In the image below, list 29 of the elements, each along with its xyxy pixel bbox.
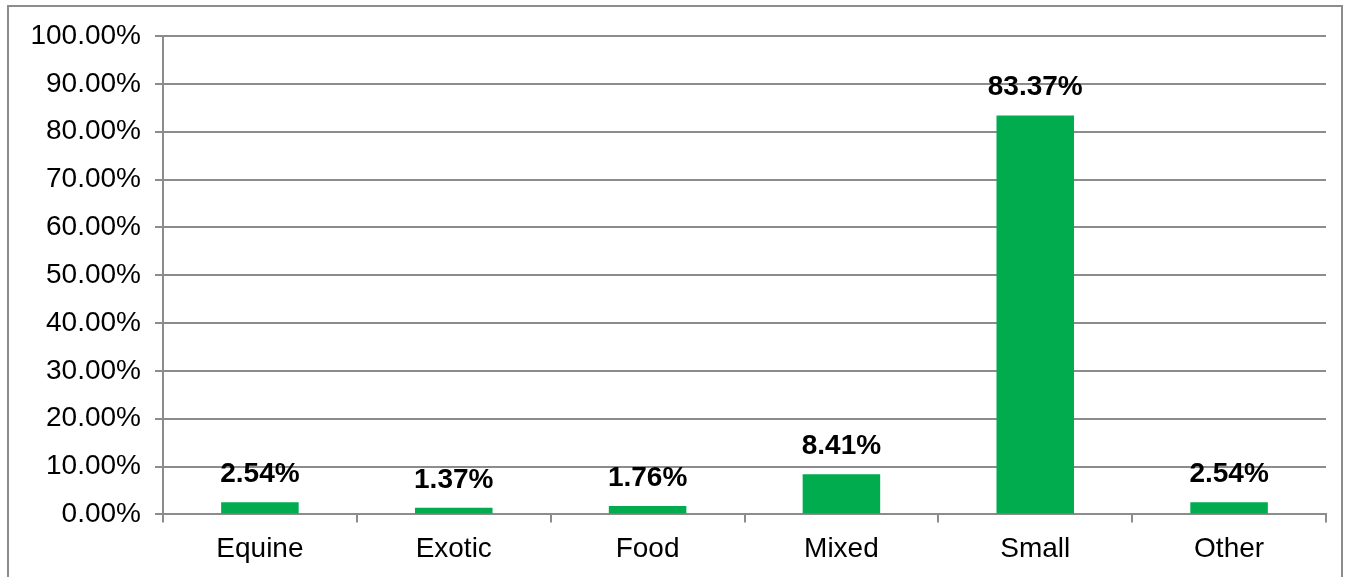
y-tick-label: 70.00% <box>46 162 141 194</box>
y-tick-label: 30.00% <box>46 353 141 385</box>
y-tick-label: 100.00% <box>30 18 141 50</box>
bar <box>996 115 1075 514</box>
y-tick-label: 20.00% <box>46 401 141 433</box>
data-label: 1.37% <box>414 462 494 494</box>
x-tick-label: Mixed <box>804 531 879 563</box>
bar <box>802 474 881 514</box>
data-label: 1.76% <box>607 460 688 492</box>
y-tick-label: 90.00% <box>46 66 141 98</box>
y-tick-label: 40.00% <box>46 305 141 337</box>
x-tick-label: Small <box>1000 531 1071 563</box>
x-tick-label: Equine <box>216 531 304 563</box>
y-tick-label: 80.00% <box>46 114 141 146</box>
x-tick-label: Food <box>615 531 680 563</box>
y-tick-label: 60.00% <box>46 210 141 242</box>
y-tick-label: 50.00% <box>46 257 141 289</box>
y-tick-label: 0.00% <box>61 497 141 529</box>
y-tick-label: 10.00% <box>46 449 141 481</box>
bar <box>221 502 299 514</box>
bar <box>414 507 493 514</box>
bar <box>608 505 687 514</box>
data-label: 2.54% <box>220 456 300 488</box>
data-label: 8.41% <box>801 428 882 460</box>
data-label: 83.37% <box>987 70 1083 102</box>
x-tick-label: Other <box>1194 531 1265 563</box>
bar <box>1190 502 1268 514</box>
data-label: 2.54% <box>1189 456 1269 488</box>
x-tick-label: Exotic <box>415 531 492 563</box>
